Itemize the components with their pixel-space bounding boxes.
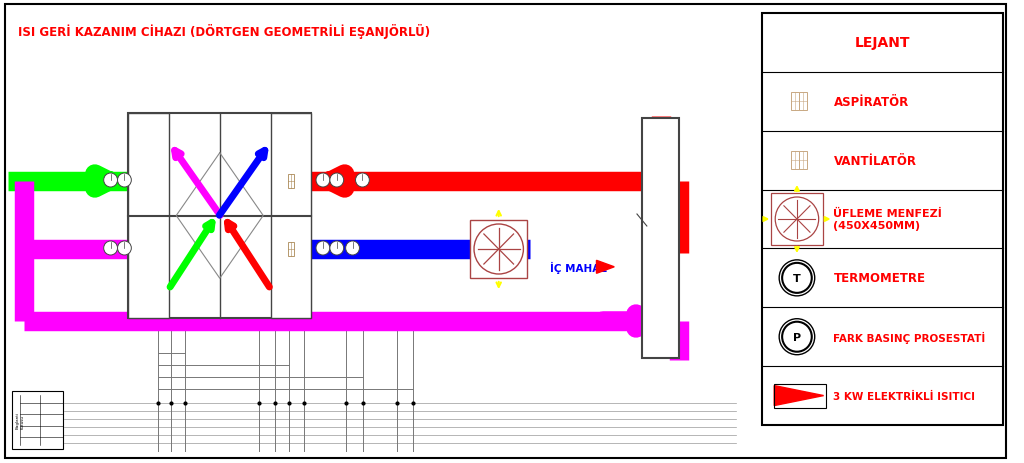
Circle shape xyxy=(346,242,359,256)
Circle shape xyxy=(330,174,344,188)
Circle shape xyxy=(782,322,812,352)
Circle shape xyxy=(316,174,330,188)
Circle shape xyxy=(103,174,118,188)
Circle shape xyxy=(782,263,812,293)
Bar xyxy=(271,114,311,319)
Text: FARK BASINÇ PROSESTATİ: FARK BASINÇ PROSESTATİ xyxy=(834,331,986,343)
Text: İÇ MAHAL: İÇ MAHAL xyxy=(551,261,607,273)
Bar xyxy=(470,220,527,278)
Text: ÜFLEME MENFEZİ
(450X450MM): ÜFLEME MENFEZİ (450X450MM) xyxy=(834,208,942,231)
Text: ISI GERİ KAZANIM CİHAZI (DÖRTGEN GEOMETRİLİ EŞANJÖRLÜ): ISI GERİ KAZANIM CİHAZI (DÖRTGEN GEOMETR… xyxy=(17,25,430,39)
Bar xyxy=(791,93,799,111)
Circle shape xyxy=(118,242,131,256)
Text: TERMOMETRE: TERMOMETRE xyxy=(834,272,926,285)
Circle shape xyxy=(474,225,523,275)
Bar xyxy=(799,152,807,170)
Bar xyxy=(128,114,169,319)
Bar xyxy=(771,194,822,245)
Circle shape xyxy=(103,242,118,256)
Bar xyxy=(288,175,295,188)
Text: Baglanti
Kutusu: Baglanti Kutusu xyxy=(15,412,25,429)
Text: T: T xyxy=(793,273,801,283)
Polygon shape xyxy=(774,386,823,406)
Circle shape xyxy=(316,242,330,256)
Text: 3 KW ELEKTRİKLİ ISITICI: 3 KW ELEKTRİKLİ ISITICI xyxy=(834,391,976,401)
Circle shape xyxy=(118,174,131,188)
Circle shape xyxy=(355,174,370,188)
Circle shape xyxy=(775,198,818,242)
Bar xyxy=(128,114,311,319)
Bar xyxy=(791,152,799,170)
Bar xyxy=(12,391,63,449)
Text: LEJANT: LEJANT xyxy=(855,37,910,50)
Text: P: P xyxy=(793,332,801,342)
Text: VANTİLATÖR: VANTİLATÖR xyxy=(834,154,916,167)
Text: ASPİRATÖR: ASPİRATÖR xyxy=(834,95,908,108)
Bar xyxy=(774,384,825,408)
Bar xyxy=(288,243,295,257)
Bar xyxy=(763,14,1004,425)
Circle shape xyxy=(330,242,344,256)
Bar xyxy=(799,93,807,111)
Polygon shape xyxy=(596,261,614,274)
Bar xyxy=(642,119,680,358)
